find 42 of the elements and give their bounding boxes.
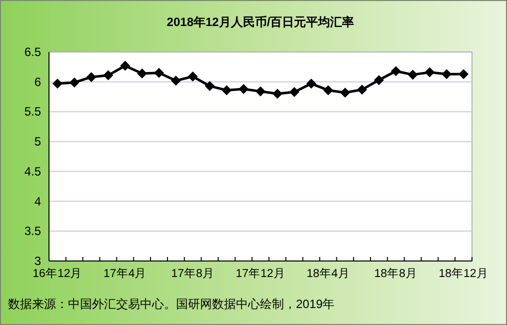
point — [222, 85, 232, 96]
chart-title: 2018年12月人民币/百日元平均汇率 — [166, 15, 354, 29]
point — [424, 67, 435, 78]
point — [306, 78, 316, 89]
x-tick-label: 16年12月 — [32, 267, 82, 280]
point — [52, 78, 62, 89]
x-tick-label: 18年12月 — [438, 267, 488, 280]
x-tick-label: 18年4月 — [306, 267, 350, 280]
x-tick-label: 17年8月 — [171, 267, 214, 280]
x-tick-label: 18年8月 — [374, 267, 418, 280]
y-tick-label: 6.5 — [24, 45, 42, 59]
point — [272, 88, 282, 99]
y-tick-label: 5.5 — [24, 104, 42, 119]
y-tick-label: 4.5 — [24, 164, 42, 178]
y-tick-label: 6 — [34, 74, 42, 89]
point — [204, 81, 215, 92]
point — [408, 70, 418, 80]
point — [374, 75, 384, 86]
point — [120, 60, 130, 71]
point — [170, 76, 181, 86]
point — [357, 84, 368, 95]
y-tick-label: 3 — [34, 254, 42, 268]
point — [154, 68, 164, 78]
y-tick-label: 3.5 — [24, 224, 42, 238]
x-tick-label: 17年12月 — [236, 267, 286, 280]
source-note: 数据来源：中国外汇交易中心。国研网数据中心绘制，2019年 — [8, 297, 335, 311]
point — [103, 70, 114, 80]
point — [188, 71, 198, 82]
x-tick-label: 17年4月 — [104, 267, 147, 280]
point — [442, 69, 452, 80]
y-tick-label: 5 — [34, 134, 42, 149]
point — [69, 77, 80, 88]
point — [458, 69, 469, 80]
y-tick-label: 4 — [34, 194, 42, 208]
point — [390, 66, 401, 76]
point — [256, 86, 266, 96]
point — [137, 68, 148, 78]
point — [289, 87, 300, 98]
point — [340, 88, 350, 98]
point — [86, 72, 96, 82]
point — [323, 85, 334, 96]
point — [238, 84, 249, 94]
